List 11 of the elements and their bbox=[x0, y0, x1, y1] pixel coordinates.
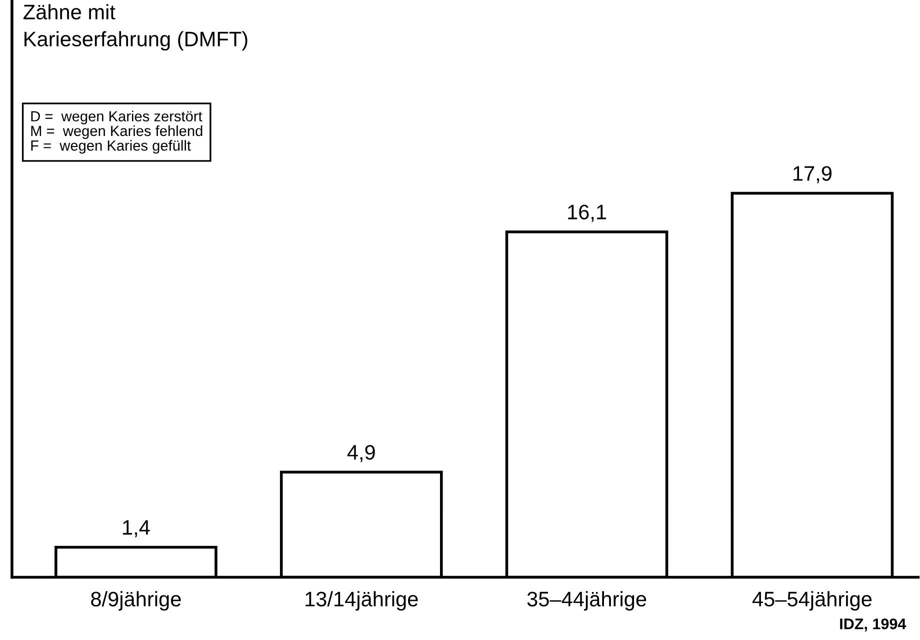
data-label: 4,9 bbox=[347, 444, 375, 462]
data-label: 16,1 bbox=[568, 204, 606, 222]
data-label: 17,9 bbox=[794, 166, 832, 184]
text: IDZ, 1994 bbox=[840, 618, 906, 632]
x-tick-label: 45–54jährige bbox=[752, 591, 872, 611]
x-tick-label: 8/9jährige bbox=[91, 591, 181, 611]
text: Zähne mit Karieserfahrung (DMFT) bbox=[23, 4, 248, 51]
x-tick-label: 35–44jährige bbox=[527, 591, 646, 611]
x-tick-label: 13/14jährige bbox=[306, 591, 418, 611]
data-label: 1,4 bbox=[123, 520, 150, 538]
text: D = wegen Karies zerstört M = wegen Karies fehlend F = wegen Karies gefüllt bbox=[31, 110, 202, 154]
